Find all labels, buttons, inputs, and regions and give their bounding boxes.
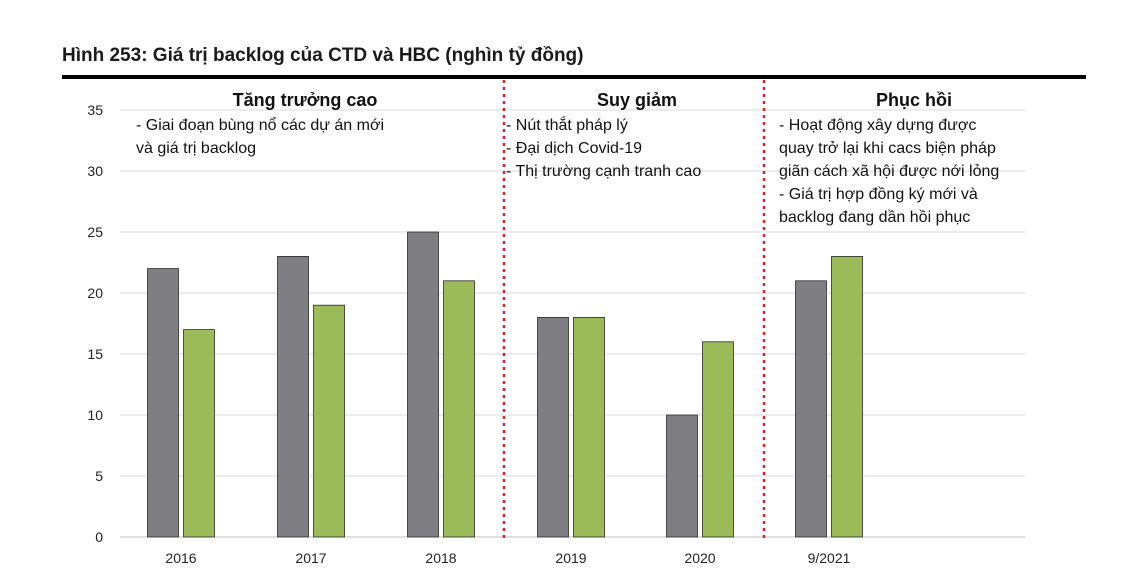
y-tick-label: 35	[87, 102, 103, 118]
phase-note-line: - Hoạt động xây dựng được	[779, 117, 976, 134]
y-tick-label: 20	[87, 285, 103, 301]
bar-series2-2017	[313, 304, 345, 538]
phase-title: Tăng trưởng cao	[233, 90, 378, 110]
title-rule	[62, 75, 1086, 79]
phase-note-line: giãn cách xã hội được nới lỏng	[779, 163, 999, 180]
bar-series1-2016	[147, 268, 179, 538]
x-tick-label: 2016	[165, 550, 196, 566]
phase-annotations: Tăng trưởng cao - Giai đoạn bùng nổ các d…	[136, 90, 999, 226]
y-tick-label: 25	[87, 224, 103, 240]
y-tick-label: 5	[95, 468, 103, 484]
bar-layer	[147, 231, 863, 538]
bar-series2-2018	[443, 280, 475, 538]
bar-series2-2020	[702, 341, 734, 538]
x-tick-label: 2018	[425, 550, 456, 566]
x-tick-label: 9/2021	[808, 550, 851, 566]
bar-series1-2020	[666, 414, 698, 538]
phase-title: Phục hồi	[876, 90, 952, 110]
y-tick-label: 10	[87, 407, 103, 423]
phase-note-line: - Thị trường cạnh tranh cao	[506, 163, 701, 180]
bar-series2-2019	[573, 316, 605, 538]
phase-note-line: và giá trị backlog	[136, 140, 256, 157]
figure-title: Hình 253: Giá trị backlog của CTD và HBC…	[62, 45, 584, 66]
bar-series1-2018	[407, 231, 439, 538]
x-tick-label: 2017	[295, 550, 326, 566]
phase-note-line: - Đại dịch Covid-19	[506, 140, 642, 157]
y-tick-label: 15	[87, 346, 103, 362]
x-tick-label: 2019	[555, 550, 586, 566]
bar-series1-9-2021	[795, 280, 827, 538]
y-tick-label: 30	[87, 163, 103, 179]
y-tick-label: 0	[95, 529, 103, 545]
phase-note-line: - Nút thắt pháp lý	[506, 115, 628, 134]
bar-series1-2019	[537, 316, 569, 538]
y-axis-ticks: 0 5 10 15 20 25 30 35	[87, 102, 103, 545]
phase-note-line: - Giá trị hợp đồng ký mới và	[779, 186, 978, 203]
phase-note-line: backlog đang dần hồi phục	[779, 209, 970, 226]
phase-note-line: quay trở lại khi cacs biện pháp	[779, 140, 996, 157]
x-axis-ticks: 2016 2017 2018 2019 2020 9/2021	[165, 550, 850, 566]
grid-layer	[120, 109, 1025, 538]
phase-title: Suy giảm	[597, 90, 677, 110]
bar-series2-9-2021	[831, 255, 863, 538]
phase-note-line: - Giai đoạn bùng nổ các dự án mới	[136, 116, 384, 134]
x-tick-label: 2020	[684, 550, 715, 566]
bar-series2-2016	[183, 329, 215, 538]
bar-series1-2017	[277, 255, 309, 538]
